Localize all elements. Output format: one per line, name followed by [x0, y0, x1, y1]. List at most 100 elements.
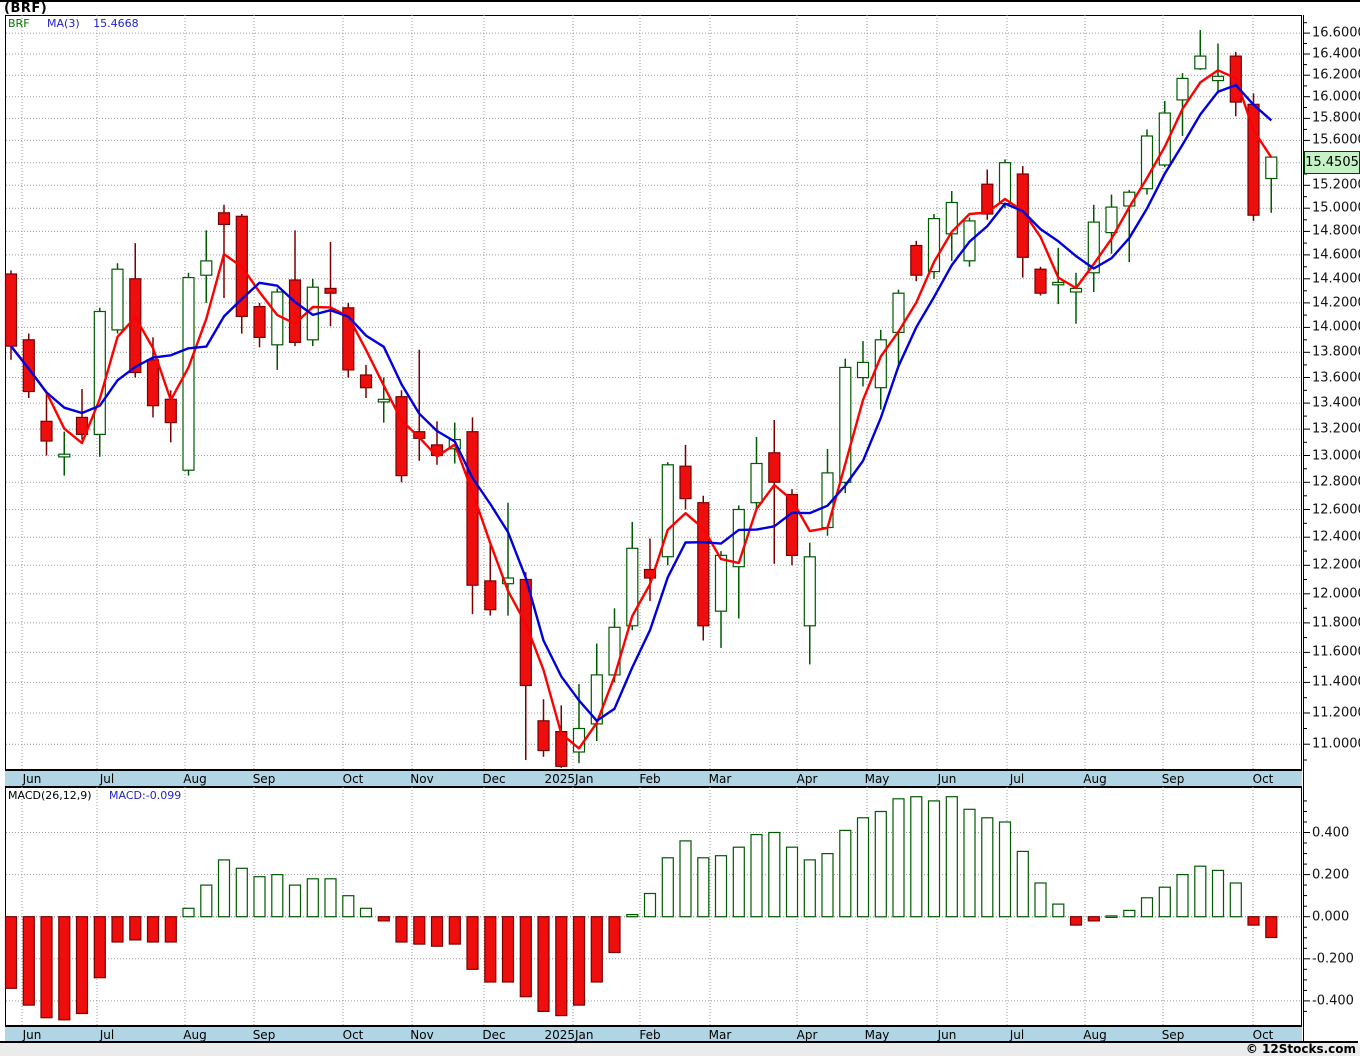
- macd-bar: [1265, 916, 1278, 939]
- page-title: (BRF): [4, 1, 48, 16]
- macd-bar: [608, 916, 621, 954]
- macd-bar: [342, 895, 355, 918]
- month-label: Aug: [183, 1028, 207, 1042]
- month-axis-strip-upper: Jun Jul Aug Sep Oct Nov Dec 2025Jan Feb Mar Apr May…: [5, 770, 1302, 787]
- candle-body: [785, 493, 799, 557]
- candle-body: [998, 162, 1012, 205]
- candle-body: [324, 287, 337, 294]
- macd-bar: [821, 852, 834, 918]
- month-label: Feb: [639, 1028, 661, 1042]
- month-label: Feb: [639, 772, 661, 786]
- candle-body: [1105, 206, 1118, 234]
- last-price-badge: 15.4505: [1304, 151, 1360, 174]
- month-label: Sep: [252, 772, 276, 786]
- month-label: Oct: [342, 772, 364, 786]
- macd-bar: [768, 831, 781, 918]
- macd-bar: [324, 878, 337, 918]
- macd-bar: [732, 846, 745, 918]
- month-label: Jun: [937, 1028, 957, 1042]
- macd-legend: MACD(26,12,9) MACD:-0.099: [8, 789, 181, 802]
- macd-bar: [93, 916, 106, 979]
- candle-body: [1176, 77, 1189, 101]
- macd-bar: [679, 840, 692, 918]
- macd-bar: [537, 916, 550, 1013]
- month-label: Dec: [482, 1028, 506, 1042]
- macd-bar: [164, 916, 177, 943]
- macd-bar: [466, 916, 479, 970]
- price-legend: BRF MA(3) 15.4668: [8, 17, 139, 30]
- macd-bar: [519, 916, 532, 998]
- price-axis-label: 16.6000: [1312, 25, 1360, 41]
- month-label: Jun: [22, 772, 42, 786]
- candle-body: [22, 339, 35, 393]
- macd-bar: [856, 817, 870, 918]
- macd-bar: [200, 884, 213, 918]
- month-label: Jun: [937, 772, 957, 786]
- macd-bar: [1158, 886, 1171, 918]
- month-label: Sep: [1161, 1028, 1185, 1042]
- candle-body: [377, 398, 390, 403]
- macd-bar: [945, 796, 958, 918]
- candle-body: [750, 462, 763, 504]
- candle-body: [466, 431, 479, 586]
- macd-bar: [785, 846, 799, 918]
- candle-body: [111, 268, 124, 331]
- macd-bar: [146, 916, 160, 943]
- macd-value-label: MACD:-0.099: [109, 789, 182, 802]
- month-label: Jul: [1009, 1028, 1025, 1042]
- macd-bar: [590, 916, 603, 983]
- candle-body: [732, 508, 745, 568]
- candle-body: [697, 502, 710, 627]
- candle-body: [146, 359, 160, 407]
- month-label: Oct: [1252, 772, 1274, 786]
- macd-bar: [1176, 873, 1189, 918]
- candle-body: [288, 279, 302, 344]
- macd-bar: [661, 857, 674, 918]
- candle-body: [803, 556, 816, 627]
- month-axis-strip-lower: Jun Jul Aug Sep Oct Nov Dec 2025Jan Feb Mar Apr May…: [5, 1026, 1302, 1043]
- macd-bar: [235, 867, 248, 918]
- macd-bar: [927, 800, 941, 918]
- macd-bar: [1247, 916, 1260, 926]
- month-label: 2025Jan: [544, 1028, 594, 1042]
- ma-slow-line: [10, 83, 1273, 722]
- candle-body: [182, 277, 195, 471]
- macd-bar: [306, 878, 319, 918]
- month-label: Aug: [183, 772, 207, 786]
- price-axis-label: 11.6000: [1312, 644, 1360, 660]
- month-label: Sep: [252, 1028, 276, 1042]
- site-credit-link[interactable]: © 12Stocks.com: [1245, 1042, 1356, 1056]
- price-axis-label: 15.8000: [1312, 110, 1360, 126]
- candle-body: [874, 339, 887, 389]
- candle-body: [856, 361, 870, 379]
- candle-body: [200, 260, 213, 276]
- candle-body: [839, 366, 852, 483]
- month-label: Nov: [410, 772, 434, 786]
- macd-bar: [998, 821, 1012, 918]
- macd-bar: [981, 817, 994, 918]
- macd-bar: [75, 916, 89, 1015]
- price-axis-label: 11.8000: [1312, 615, 1360, 631]
- macd-bar: [448, 916, 461, 945]
- month-label: Nov: [410, 1028, 434, 1042]
- macd-bar: [803, 859, 816, 918]
- candle-body: [910, 244, 923, 276]
- macd-axis-label: 0.400: [1312, 825, 1350, 840]
- month-label: Jun: [22, 1028, 42, 1042]
- macd-bar: [484, 916, 497, 983]
- month-label: Jul: [99, 1028, 115, 1042]
- candle-body: [1211, 75, 1225, 82]
- month-label: Apr: [796, 1028, 818, 1042]
- macd-axis-label: -0.200: [1312, 951, 1354, 967]
